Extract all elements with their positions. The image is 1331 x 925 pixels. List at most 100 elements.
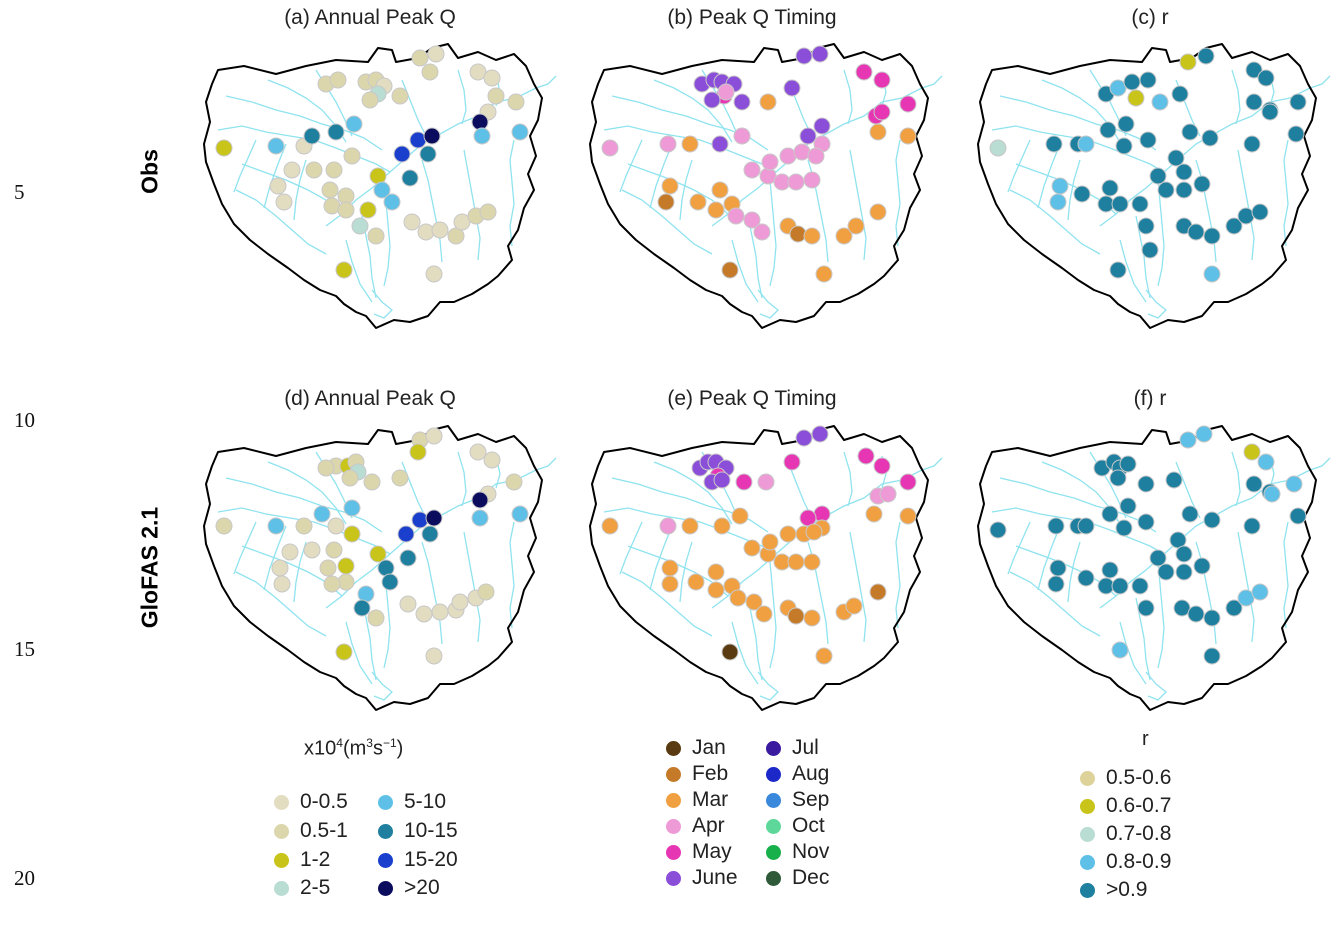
- gauge-station-marker: [733, 93, 751, 111]
- gauge-station-marker: [601, 517, 619, 535]
- gauge-station-marker: [1179, 53, 1197, 71]
- gauge-station-marker: [661, 575, 679, 593]
- gauge-station-marker: [1181, 505, 1199, 523]
- gauge-station-marker: [899, 507, 917, 525]
- gauge-station-marker: [335, 643, 353, 661]
- gauge-station-marker: [323, 575, 341, 593]
- gauge-station-marker: [487, 87, 505, 105]
- river-line: [921, 75, 943, 89]
- row-label-obs: Obs: [136, 149, 163, 194]
- gauge-station-marker: [419, 145, 437, 163]
- gauge-station-marker: [1111, 641, 1129, 659]
- legend-correlation: r 0.5-0.6 0.6-0.7 0.7-0.8 0.8-0.9 >0.9: [1080, 728, 1280, 918]
- river-line: [603, 125, 777, 173]
- gauge-station-marker: [1157, 181, 1175, 199]
- gauge-station-marker: [1099, 121, 1117, 139]
- gauge-station-marker: [711, 181, 729, 199]
- gauge-station-marker: [835, 227, 853, 245]
- legend-timing-item: Nov: [766, 840, 829, 864]
- river-line: [921, 457, 943, 471]
- gauge-station-marker: [215, 517, 233, 535]
- legend-correlation-swatch: [1080, 798, 1095, 814]
- river-line: [1309, 75, 1331, 89]
- gauge-station-marker: [1171, 85, 1189, 103]
- legend-timing-swatch: [766, 844, 781, 860]
- gauge-station-marker: [1175, 545, 1193, 563]
- gauge-station-marker: [1257, 69, 1275, 87]
- gauge-station-marker: [869, 583, 887, 601]
- gauge-station-marker: [353, 599, 371, 617]
- river-line: [769, 179, 777, 287]
- river-line: [421, 541, 443, 645]
- legend-timing-label: Jan: [692, 736, 726, 759]
- river-line: [1119, 239, 1147, 303]
- gauge-station-marker: [793, 143, 811, 161]
- legend-magnitude-item: 0.5-1: [274, 819, 348, 843]
- river-line: [421, 159, 443, 263]
- gauge-station-marker: [1049, 193, 1067, 211]
- gauge-station-marker: [753, 223, 771, 241]
- gauge-station-marker: [899, 473, 917, 491]
- river-line: [653, 79, 733, 143]
- gauge-station-marker: [1201, 129, 1219, 147]
- legend-correlation-swatch: [1080, 854, 1095, 870]
- legend-magnitude-swatch: [274, 852, 289, 868]
- legend-magnitude-label: 2-5: [300, 876, 331, 899]
- gauge-station-marker: [779, 525, 797, 543]
- river-line: [225, 477, 383, 533]
- gauge-station-marker: [367, 227, 385, 245]
- gauge-station-marker: [319, 559, 337, 577]
- gauge-station-marker: [855, 63, 873, 81]
- river-line: [1283, 139, 1289, 247]
- gauge-station-marker: [345, 115, 363, 133]
- gauge-station-marker: [425, 427, 443, 445]
- gauge-station-marker: [803, 171, 821, 189]
- river-line: [621, 571, 713, 637]
- gauge-station-marker: [471, 491, 489, 509]
- river-line: [463, 149, 481, 261]
- river-line: [345, 621, 373, 685]
- legend-magnitude-swatch: [378, 852, 393, 868]
- river-line: [1145, 671, 1167, 701]
- gauge-station-marker: [1137, 513, 1155, 531]
- river-line: [1237, 149, 1255, 261]
- panel-title-e: (e) Peak Q Timing: [667, 387, 837, 410]
- legend-magnitude-label: 0.5-1: [300, 819, 348, 842]
- river-line: [1231, 69, 1241, 125]
- gauge-station-marker: [1289, 507, 1307, 525]
- map-panel-b: [589, 43, 943, 329]
- gauge-station-marker: [1175, 163, 1193, 181]
- gauge-station-marker: [351, 217, 369, 235]
- river-line: [1145, 289, 1167, 319]
- gauge-station-marker: [409, 131, 427, 149]
- gauge-station-marker: [427, 45, 445, 63]
- gauge-station-marker: [795, 429, 813, 447]
- river-line: [843, 451, 853, 507]
- gauge-station-marker: [399, 595, 417, 613]
- gauge-station-marker: [761, 153, 779, 171]
- legend-timing-swatch: [666, 818, 681, 834]
- gauge-station-marker: [1049, 559, 1067, 577]
- gauge-station-marker: [1115, 137, 1133, 155]
- gauge-station-marker: [471, 113, 489, 131]
- legend-correlation-item: >0.9: [1080, 878, 1147, 902]
- legend-magnitude-title: x104(m3s−1): [304, 736, 404, 760]
- gauge-station-marker: [659, 517, 677, 535]
- gauge-station-marker: [713, 517, 731, 535]
- gauge-station-marker: [327, 517, 345, 535]
- river-line: [1237, 531, 1255, 643]
- panel-title-d: (d) Annual Peak Q: [284, 387, 456, 410]
- river-line: [999, 95, 1157, 151]
- river-line: [1283, 521, 1289, 629]
- gauge-station-marker: [451, 593, 469, 611]
- gauge-station-marker: [305, 161, 323, 179]
- legend-correlation-item: 0.8-0.9: [1080, 850, 1171, 874]
- gauge-station-marker: [1261, 103, 1279, 121]
- legend-magnitude-swatch: [378, 823, 393, 839]
- legend-timing-item: June: [666, 866, 738, 890]
- gauge-station-marker: [717, 83, 735, 101]
- legend-timing-label: May: [692, 840, 732, 863]
- gauge-station-marker: [271, 559, 289, 577]
- legend-correlation-title: r: [1142, 728, 1149, 750]
- gauge-station-marker: [357, 585, 375, 603]
